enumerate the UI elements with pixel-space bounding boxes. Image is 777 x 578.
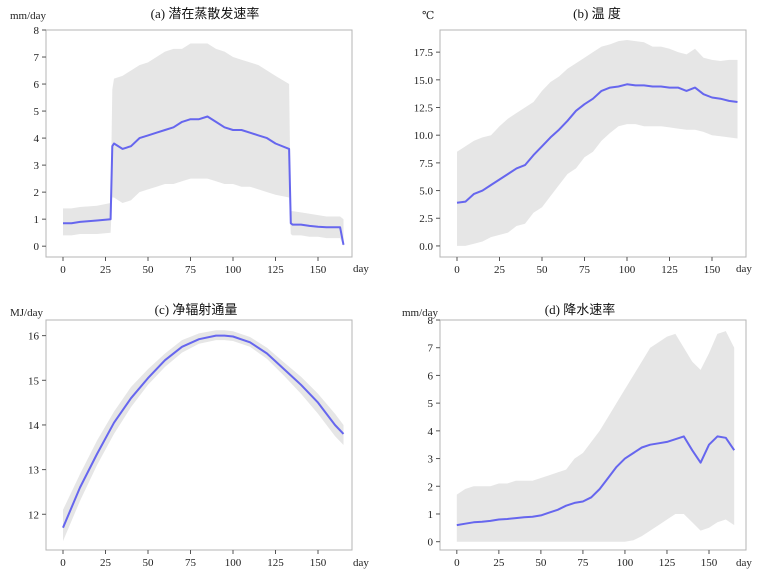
chart-panel-4: 0 25 50 75 100 125 150 0 1 2 3 4 5 6 7 8 (d) 降水速率 mm/day d… — [402, 302, 752, 569]
chart-title: (c) 净辐射通量 — [155, 302, 238, 317]
y-tick-label: 3 — [428, 454, 434, 466]
y-tick-label: 10.0 — [414, 130, 434, 142]
plot-frame — [45, 319, 353, 551]
uncertainty-band — [457, 40, 738, 246]
x-tick-label: 25 — [494, 264, 506, 276]
y-tick-label: 7 — [34, 52, 40, 64]
y-tick-label: 15 — [28, 375, 40, 387]
series-line — [63, 115, 345, 245]
x-tick-label: 75 — [577, 557, 589, 569]
x-axis-label: day — [353, 263, 369, 275]
series-line — [62, 334, 345, 529]
y-tick-label: 0 — [34, 241, 40, 253]
y-tick-label: 12.5 — [414, 103, 434, 115]
y-tick-label: 6 — [428, 370, 434, 382]
x-tick-label: 0 — [454, 557, 460, 569]
y-tick-label: 3 — [34, 160, 40, 172]
x-tick-label: 150 — [701, 557, 718, 569]
x-tick-label: 125 — [659, 557, 676, 569]
y-tick-label: 2 — [428, 481, 434, 493]
y-tick-label: 1 — [34, 214, 40, 226]
y-tick-label: 2 — [34, 187, 40, 199]
x-tick-label: 75 — [185, 264, 197, 276]
uncertainty-band — [63, 43, 344, 247]
x-tick-label: 150 — [310, 264, 327, 276]
chart-title: (d) 降水速率 — [545, 302, 615, 317]
x-tick-label: 150 — [310, 557, 327, 569]
x-tick-label: 100 — [225, 264, 242, 276]
uncertainty-band — [456, 331, 735, 542]
x-tick-label: 75 — [579, 264, 591, 276]
x-tick-label: 125 — [267, 264, 284, 276]
y-tick-label: 7 — [428, 343, 434, 355]
y-axis-unit: MJ/day — [10, 307, 44, 319]
y-tick-label: 4 — [428, 426, 434, 438]
y-axis-unit: ℃ — [422, 10, 434, 22]
y-tick-label: 6 — [34, 79, 40, 91]
x-axis-label: day — [736, 557, 752, 569]
y-tick-label: 5.0 — [419, 186, 433, 198]
x-tick-label: 50 — [143, 264, 155, 276]
y-tick-label: 15.0 — [414, 75, 434, 87]
chart-panel-3: 0 25 50 75 100 125 150 12 13 14 15 16 (c) 净辐射通量 MJ/da… — [10, 302, 369, 569]
x-tick-label: 125 — [267, 557, 284, 569]
x-tick-label: 50 — [535, 557, 547, 569]
x-tick-label: 100 — [619, 264, 636, 276]
y-tick-label: 16 — [28, 331, 40, 343]
y-axis-unit: mm/day — [402, 307, 439, 319]
series-line — [456, 435, 736, 527]
chart-panel-1: 0 25 50 75 100 125 150 0 1 2 3 4 5 6 7 8 (a) 潜在蒸散发速率 mm/d… — [10, 6, 369, 276]
chart-title: (b) 温 度 — [573, 6, 621, 21]
y-tick-label: 2.5 — [419, 213, 433, 225]
chart-title: (a) 潜在蒸散发速率 — [151, 6, 260, 21]
x-tick-label: 100 — [617, 557, 634, 569]
x-tick-label: 50 — [537, 264, 549, 276]
x-tick-label: 125 — [661, 264, 678, 276]
y-tick-label: 8 — [428, 315, 434, 327]
x-tick-label: 100 — [225, 557, 242, 569]
x-tick-label: 0 — [454, 264, 460, 276]
y-tick-label: 12 — [28, 509, 39, 521]
y-tick-label: 13 — [28, 465, 40, 477]
y-tick-label: 0.0 — [419, 241, 433, 253]
series-line — [456, 83, 738, 204]
x-tick-label: 25 — [100, 557, 112, 569]
x-tick-label: 25 — [100, 264, 112, 276]
x-tick-label: 75 — [185, 557, 197, 569]
x-tick-label: 0 — [60, 264, 66, 276]
y-tick-label: 0 — [428, 537, 434, 549]
y-tick-label: 14 — [28, 420, 40, 432]
x-axis-label: day — [736, 263, 752, 275]
y-axis-unit: mm/day — [10, 10, 47, 22]
x-tick-label: 25 — [493, 557, 505, 569]
chart-panel-2: 0 25 50 75 100 125 150 0.0 2.5 5.0 7.5 10.0 12.5 15.0… — [414, 6, 753, 276]
x-tick-label: 50 — [143, 557, 155, 569]
y-tick-label: 4 — [34, 133, 40, 145]
x-axis-label: day — [353, 557, 369, 569]
x-tick-label: 150 — [704, 264, 721, 276]
y-tick-label: 17.5 — [414, 47, 434, 59]
y-tick-label: 1 — [428, 509, 434, 521]
y-tick-label: 5 — [428, 398, 434, 410]
y-tick-label: 7.5 — [419, 158, 433, 170]
y-tick-label: 5 — [34, 106, 40, 118]
y-tick-label: 8 — [34, 25, 40, 37]
x-tick-label: 0 — [60, 557, 66, 569]
